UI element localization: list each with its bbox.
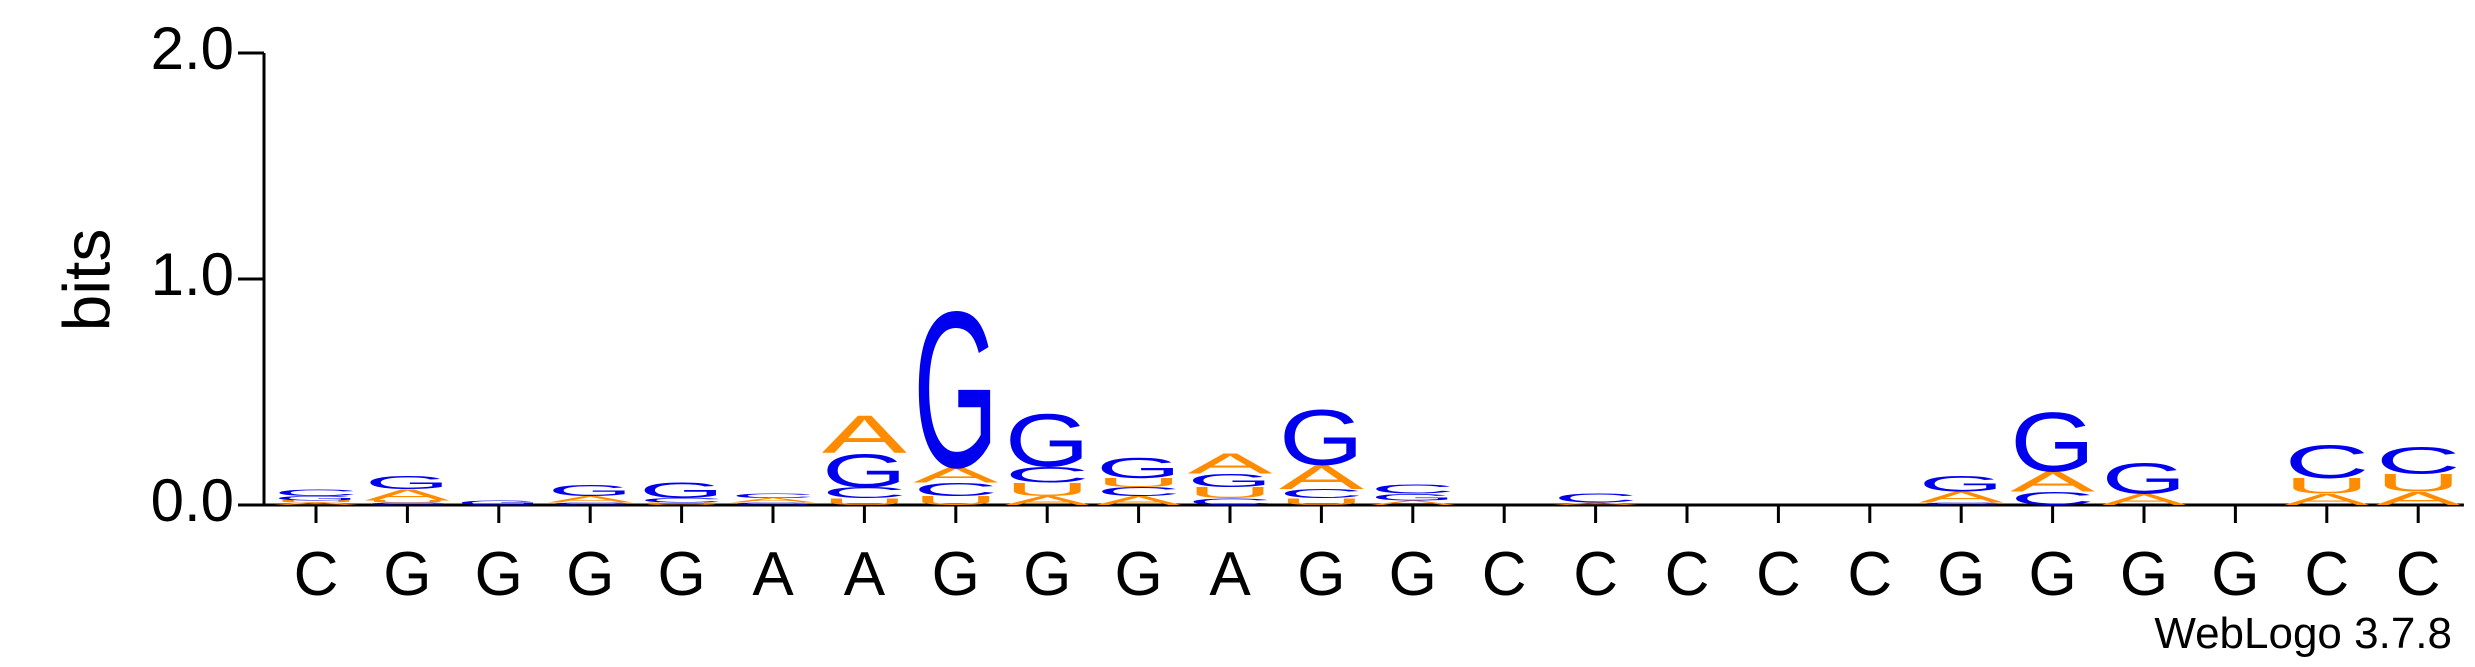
x-tick-label: A	[844, 540, 886, 609]
logo-letter: A	[1553, 502, 1639, 506]
logo-letter: A	[822, 404, 908, 464]
logo-letter: A	[273, 502, 359, 506]
logo-letter: U	[365, 500, 450, 504]
logo-letter: C	[273, 488, 358, 498]
x-tick-label: C	[1847, 540, 1892, 609]
logo-letter: G	[1919, 472, 2004, 497]
x-tick-label: C	[1482, 540, 1527, 609]
x-tick-label: G	[932, 540, 980, 609]
logo-letter: U	[2376, 469, 2461, 497]
x-tick-label: C	[294, 540, 339, 609]
logo-letter: C	[1279, 487, 1364, 501]
x-tick-label: C	[2396, 540, 2441, 609]
x-tick-label: G	[2211, 540, 2259, 609]
y-tick-label: 1.0	[151, 241, 234, 308]
logo-letter: U	[639, 502, 724, 506]
logo-letter: G	[822, 444, 907, 497]
x-tick-label: G	[475, 540, 523, 609]
logo-letter: A	[1370, 499, 1456, 506]
logo-letter: U	[1279, 497, 1364, 507]
logo-letter: G	[730, 502, 815, 506]
logo-letter: A	[1096, 494, 1182, 508]
footer: WebLogo 3.7.8	[2154, 609, 2452, 658]
logo-letter: C	[365, 502, 450, 506]
logo-letter: A	[548, 494, 634, 504]
x-tick-label: G	[566, 540, 614, 609]
logo-letter: A	[2101, 491, 2186, 509]
logo-letter: C	[2010, 488, 2095, 509]
logo-letter: G	[639, 478, 724, 503]
logo-letter: C	[2376, 440, 2461, 482]
logo-letter: A	[730, 497, 816, 504]
logo-letter: G	[913, 265, 998, 514]
logo-letter: U	[822, 497, 907, 507]
y-tick-label: 0.0	[151, 467, 234, 534]
logo-letter: C	[1370, 482, 1455, 496]
logo-letter: U	[1187, 484, 1272, 502]
x-tick-label: G	[1023, 540, 1071, 609]
logo-letter: A	[2376, 488, 2461, 509]
logo-letter: A	[365, 486, 450, 504]
logo-letter: U	[913, 494, 998, 508]
x-tick-label: G	[1389, 540, 1437, 609]
y-axis-label: bits	[49, 229, 123, 332]
logo-letter: C	[2284, 435, 2369, 488]
logo-letter: A	[2284, 491, 2369, 509]
logo-letter: U	[1005, 479, 1090, 500]
logo-letter: A	[1919, 489, 2004, 507]
logo-letter: C	[639, 497, 724, 504]
x-tick-label: C	[1665, 540, 1710, 609]
logo-letter: G	[1187, 470, 1272, 491]
logo-letter: G	[2101, 454, 2186, 503]
logo-letter: C	[913, 479, 998, 500]
logo-letter: C	[1919, 502, 2004, 506]
x-tick-label: G	[2028, 540, 2076, 609]
logo-letter: C	[822, 484, 907, 502]
logo-letter: G	[1370, 492, 1455, 502]
logo-letter: A	[2010, 466, 2095, 498]
x-tick-label: G	[1937, 540, 1985, 609]
logo-letter: G	[2010, 394, 2095, 489]
x-tick-label: C	[2304, 540, 2349, 609]
logo-letter: G	[456, 499, 541, 506]
logo-letter: A	[913, 463, 999, 488]
logo-letter: A	[1279, 458, 1364, 497]
x-tick-label: A	[752, 540, 794, 609]
logo-letter: U	[2284, 474, 2369, 499]
logo-letter: C	[1096, 485, 1181, 499]
x-tick-label: A	[1209, 540, 1251, 609]
logo-letter: G	[1279, 394, 1364, 481]
x-tick-label: C	[1756, 540, 1801, 609]
x-tick-label: G	[1297, 540, 1345, 609]
x-tick-label: G	[1114, 540, 1162, 609]
x-tick-label: C	[1573, 540, 1618, 609]
logo-letter: G	[548, 482, 633, 500]
logo-letter: C	[730, 493, 815, 500]
logo-letter: U	[1096, 476, 1181, 490]
logo-letter: U	[273, 500, 358, 504]
logo-letter: A	[1005, 494, 1091, 508]
logo-letter: C	[548, 502, 633, 506]
logo-letter: G	[1096, 452, 1181, 484]
x-tick-label: G	[383, 540, 431, 609]
logo-letter: A	[1187, 448, 1272, 480]
x-tick-label: G	[2120, 540, 2168, 609]
logo-letter: C	[1187, 497, 1272, 507]
logo-letter: C	[1553, 491, 1638, 505]
y-tick-label: 2.0	[151, 15, 234, 82]
logo-letter: G	[1005, 399, 1090, 483]
logo-letter: G	[273, 495, 358, 502]
logo-letter: C	[1005, 463, 1090, 488]
logo-letter: G	[365, 472, 450, 493]
x-tick-label: G	[657, 540, 705, 609]
